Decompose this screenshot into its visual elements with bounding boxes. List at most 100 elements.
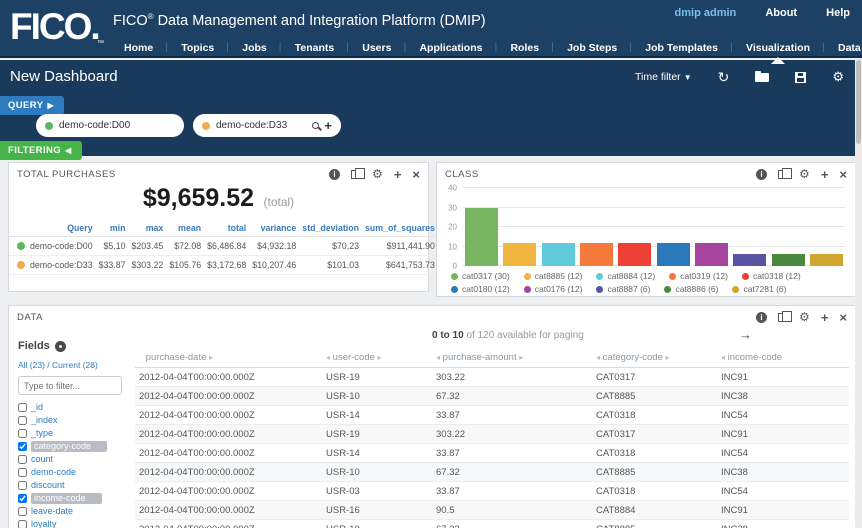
stats-column-header[interactable]: max (129, 220, 167, 237)
bar-cat8884[interactable] (542, 243, 575, 266)
field-checkbox[interactable] (18, 442, 27, 451)
duplicate-icon[interactable] (778, 170, 786, 179)
gear-icon[interactable]: ⚙ (372, 169, 383, 180)
stats-column-header[interactable]: sum_of_squares (362, 220, 438, 237)
fields-settings-icon[interactable] (55, 341, 66, 352)
move-column-right-icon[interactable]: ▸ (519, 353, 523, 362)
move-icon[interactable]: + (821, 169, 829, 180)
data-column-header[interactable]: ◂ user-code ▸ (322, 348, 432, 368)
stats-column-header[interactable]: std_deviation (299, 220, 362, 237)
field-checkbox[interactable] (18, 416, 27, 425)
nav-item[interactable]: Users (348, 38, 405, 62)
stats-column-header[interactable]: total (204, 220, 249, 237)
settings-gear-icon[interactable]: ⚙ (832, 71, 844, 83)
query-pill[interactable]: demo-code:D00 + (36, 114, 184, 137)
info-icon[interactable]: i (329, 169, 340, 180)
open-folder-icon[interactable] (755, 73, 769, 82)
legend-item[interactable]: cat8887 (6) (596, 284, 650, 294)
duplicate-icon[interactable] (351, 170, 359, 179)
field-checkbox[interactable] (18, 455, 27, 464)
user-menu-link[interactable]: dmip admin (675, 7, 737, 19)
field-checkbox[interactable] (18, 468, 27, 477)
bar-cat0317[interactable] (465, 208, 498, 267)
legend-item[interactable]: cat0317 (30) (451, 271, 510, 281)
field-label[interactable]: loyalty (31, 519, 57, 528)
move-column-left-icon[interactable]: ◂ (596, 353, 600, 362)
field-label[interactable]: _index (31, 415, 58, 425)
next-page-arrow-icon[interactable]: → (739, 327, 752, 342)
bar-cat8887[interactable] (733, 254, 766, 266)
save-icon[interactable] (795, 72, 806, 83)
stats-column-header[interactable]: variance (249, 220, 299, 237)
field-filter-input[interactable] (18, 376, 122, 395)
close-icon[interactable]: × (839, 169, 847, 180)
field-checkbox[interactable] (18, 481, 27, 490)
time-filter-dropdown[interactable]: Time filter▼ (635, 71, 692, 83)
table-row[interactable]: 2012-04-04T00:00:00.000Z USR-14 33.87 CA… (135, 444, 849, 463)
field-checkbox[interactable] (18, 494, 27, 503)
table-row[interactable]: 2012-04-04T00:00:00.000Z USR-19 303.22 C… (135, 368, 849, 387)
field-label[interactable]: leave-date (31, 506, 73, 516)
table-row[interactable]: 2012-04-04T00:00:00.000Z USR-10 67.32 CA… (135, 463, 849, 482)
query-toggle-button[interactable]: QUERY▶ (0, 96, 64, 115)
legend-item[interactable]: cat8884 (12) (596, 271, 655, 281)
duplicate-icon[interactable] (778, 313, 786, 322)
bar-cat8886[interactable] (772, 254, 805, 266)
gear-icon[interactable]: ⚙ (799, 169, 810, 180)
field-label[interactable]: category-code (31, 441, 107, 452)
bar-cat0176[interactable] (695, 243, 728, 266)
gear-icon[interactable]: ⚙ (799, 312, 810, 323)
add-query-icon[interactable]: + (324, 121, 332, 131)
bar-cat0318[interactable] (618, 243, 651, 266)
field-checkbox[interactable] (18, 403, 27, 412)
move-column-right-icon[interactable]: ▸ (666, 353, 670, 362)
stats-column-header[interactable]: mean (166, 220, 204, 237)
nav-item[interactable]: Home (110, 38, 167, 62)
data-column-header[interactable]: ◂ purchase-date ▸ (135, 348, 322, 368)
nav-item[interactable]: Roles (496, 38, 553, 62)
legend-item[interactable]: cat0176 (12) (524, 284, 583, 294)
move-column-right-icon[interactable]: ▸ (209, 353, 213, 362)
bar-cat0319[interactable] (580, 243, 613, 266)
legend-item[interactable]: cat8885 (12) (524, 271, 583, 281)
legend-item[interactable]: cat0318 (12) (742, 271, 801, 281)
move-column-right-icon[interactable]: ▸ (378, 353, 382, 362)
nav-item[interactable]: Data Sources (824, 38, 862, 62)
legend-item[interactable]: cat7281 (6) (732, 284, 786, 294)
table-row[interactable]: 2012-04-04T00:00:00.000Z USR-16 90.5 CAT… (135, 501, 849, 520)
move-column-left-icon[interactable]: ◂ (436, 353, 440, 362)
field-checkbox[interactable] (18, 429, 27, 438)
scrollbar-thumb[interactable] (856, 60, 861, 144)
field-checkbox[interactable] (18, 507, 27, 516)
field-label[interactable]: discount (31, 480, 65, 490)
table-row[interactable]: 2012-04-04T00:00:00.000Z USR-10 67.32 CA… (135, 387, 849, 406)
field-label[interactable]: income-code (31, 493, 102, 504)
search-icon[interactable] (312, 122, 319, 129)
info-icon[interactable]: i (756, 169, 767, 180)
table-row[interactable]: 2012-04-04T00:00:00.000Z USR-19 303.22 C… (135, 425, 849, 444)
info-icon[interactable]: i (756, 312, 767, 323)
stats-column-header[interactable]: min (96, 220, 129, 237)
data-column-header[interactable]: ◂ income-code ▸ (717, 348, 849, 368)
nav-item[interactable]: Visualization (732, 38, 824, 62)
field-checkbox[interactable] (18, 520, 27, 528)
table-row[interactable]: 2012-04-04T00:00:00.000Z USR-10 67.32 CA… (135, 520, 849, 528)
nav-item[interactable]: Jobs (228, 38, 281, 62)
page-scrollbar[interactable] (855, 58, 862, 528)
table-row[interactable]: 2012-04-04T00:00:00.000Z USR-03 33.87 CA… (135, 482, 849, 501)
field-label[interactable]: _type (31, 428, 53, 438)
stats-column-header[interactable]: Query (9, 220, 96, 237)
nav-item[interactable]: Applications (405, 38, 496, 62)
legend-item[interactable]: cat8886 (6) (664, 284, 718, 294)
about-link[interactable]: About (765, 7, 797, 19)
nav-item[interactable]: Tenants (281, 38, 348, 62)
move-icon[interactable]: + (821, 312, 829, 323)
fields-scope-links[interactable]: All (23) / Current (28) (18, 360, 129, 370)
nav-item[interactable]: Job Steps (553, 38, 631, 62)
bar-cat0180[interactable] (657, 243, 690, 266)
data-column-header[interactable]: ◂ purchase-amount ▸ (432, 348, 592, 368)
nav-item[interactable]: Job Templates (631, 38, 732, 62)
move-icon[interactable]: + (394, 169, 402, 180)
field-label[interactable]: _id (31, 402, 43, 412)
query-pill[interactable]: demo-code:D33 + (193, 114, 341, 137)
